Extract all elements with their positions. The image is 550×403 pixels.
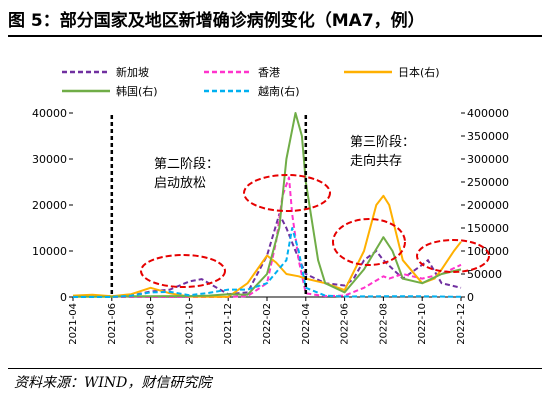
y-right-tick-label: 400000 [467, 107, 509, 120]
annotation-1-line-1: 走向共存 [350, 153, 402, 169]
x-tick-label: 2022-02 [262, 303, 273, 345]
highlight-ellipse-1 [243, 174, 331, 212]
x-tick-label: 2022-08 [378, 303, 389, 345]
legend-label-3: 韩国(右) [116, 84, 158, 98]
x-tick-label: 2022-10 [417, 303, 428, 345]
title-rule [8, 35, 542, 37]
y-right-tick-label: 150000 [467, 222, 509, 235]
y-right-tick-label: 50000 [467, 268, 502, 281]
figure-title: 图 5：部分国家及地区新增确诊病例变化（MA7，例） [8, 11, 425, 31]
x-tick-label: 2022-04 [301, 303, 312, 345]
series-line-0 [72, 213, 462, 298]
series-line-2 [72, 194, 462, 298]
legend-label-0: 新加坡 [116, 65, 149, 79]
chart-annotations: 第二阶段： 启动放松 第三阶段： 走向共存 [154, 135, 415, 191]
legend-label-1: 香港 [258, 66, 280, 79]
legend-label-2: 日本(右) [398, 65, 440, 79]
y-right-tick-label: 250000 [467, 176, 509, 189]
y-left-tick-label: 40000 [32, 107, 67, 120]
stage-markers [110, 115, 308, 297]
x-tick-label: 2022-06 [340, 303, 351, 345]
y-right-tick-label: 350000 [467, 130, 509, 143]
y-right-tick-label: 200000 [467, 199, 509, 212]
series-line-3 [73, 112, 462, 298]
chart-legend: 新加坡 香港 日本(右) 韩国(右) 越南(右) [62, 65, 440, 98]
annotation-1-line-0: 第三阶段： [350, 135, 415, 150]
source-note: 资料来源：WIND，财信研究院 [14, 375, 212, 391]
highlight-ellipse-3 [416, 239, 490, 273]
highlight-ellipses [140, 174, 490, 288]
x-tick-label: 2021-12 [223, 303, 234, 345]
y-left-tick-label: 20000 [32, 199, 67, 212]
series-layer [72, 112, 462, 298]
x-tick-label: 2021-06 [107, 303, 118, 345]
highlight-ellipse-0 [140, 254, 226, 288]
x-tick-label: 2022-12 [456, 303, 467, 345]
highlight-ellipse-2 [332, 218, 406, 266]
annotation-0-line-0: 第二阶段： [154, 157, 219, 172]
annotation-0-line-1: 启动放松 [154, 176, 206, 191]
y-right-tick-label: 300000 [467, 153, 509, 166]
y-right-tick-label: 0 [467, 291, 474, 304]
series-line-4 [73, 227, 462, 298]
x-tick-label: 2021-04 [68, 303, 79, 345]
x-tick-label: 2021-08 [146, 303, 157, 345]
source-rule [8, 368, 542, 369]
x-tick-label: 2021-10 [184, 303, 195, 345]
y-left-tick-label: 0 [60, 291, 67, 304]
legend-label-4: 越南(右) [258, 84, 300, 98]
y-left-tick-label: 30000 [32, 153, 67, 166]
y-left-tick-label: 10000 [32, 245, 67, 258]
chart-axes: 2021-04 2021-06 2021-08 2021-10 2021-12 2022-… [32, 107, 509, 345]
